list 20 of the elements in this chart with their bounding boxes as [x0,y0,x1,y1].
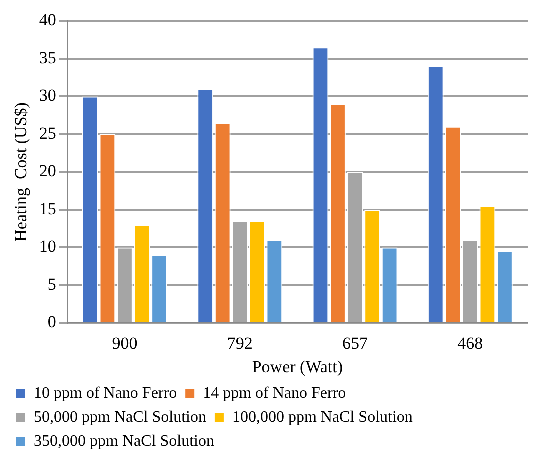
x-tick-label: 792 [227,334,253,353]
x-tick-label: 468 [458,334,484,353]
y-tick-label: 30 [39,86,56,106]
legend-label: 50,000 ppm NaCl Solution [34,409,206,426]
x-tick-label: 657 [342,334,369,353]
x-axis-title: Power (Watt) [252,357,344,376]
legend-label: 350,000 ppm NaCl Solution [34,433,214,450]
y-tick-label: 40 [39,10,56,30]
y-tick-label: 15 [39,199,56,218]
legend-label: 100,000 ppm NaCl Solution [232,409,413,426]
y-tick-label: 25 [39,124,56,143]
y-tick-label: 5 [48,274,56,294]
y-tick-label: 35 [39,48,56,68]
y-tick-label: 20 [39,162,56,181]
y-axis-title: Heating Cost (US$) [12,102,31,242]
legend-label: 14 ppm of Nano Ferro [203,385,346,402]
y-tick-label: 0 [48,312,56,332]
x-tick-label: 900 [112,334,138,353]
legend-label: 10 ppm of Nano Ferro [34,385,178,402]
y-tick-label: 10 [39,237,56,256]
